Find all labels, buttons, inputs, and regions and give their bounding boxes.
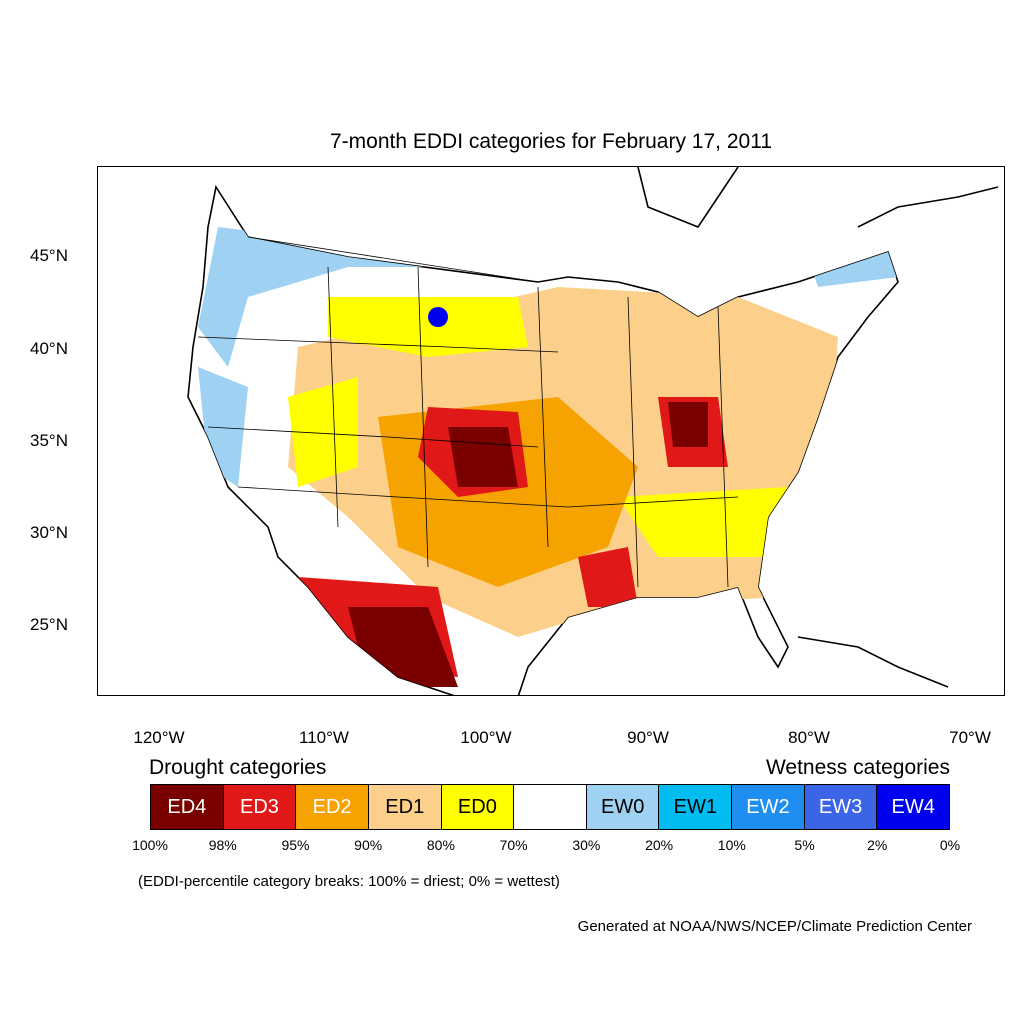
hudson-bay-coast	[637, 167, 739, 228]
ed4-region-midwest	[668, 402, 708, 447]
breaks-note: (EDDI-percentile category breaks: 100% =…	[138, 873, 560, 890]
ed4-region-plains	[448, 427, 518, 487]
ew0-region-northeast	[798, 207, 898, 287]
ed0-region-west	[288, 377, 358, 487]
state-borders	[197, 236, 739, 588]
lon-label-80: 80°W	[788, 728, 830, 747]
eddi-map	[187, 167, 999, 695]
category-patches	[198, 197, 898, 687]
percent-break-label: 30%	[572, 837, 601, 853]
percent-break-label: 5%	[794, 837, 815, 853]
lon-label-90: 90°W	[627, 728, 669, 747]
map-title: 7-month EDDI categories for February 17,…	[330, 130, 772, 153]
legend-swatch-normal	[514, 785, 587, 829]
percent-break-label: 20%	[645, 837, 674, 853]
ed0-region-southeast	[618, 487, 788, 557]
percent-break-label: 2%	[867, 837, 888, 853]
legend-swatch-ed4: ED4	[151, 785, 224, 829]
ed3-region-gulf	[578, 547, 638, 607]
caribbean-islands	[797, 636, 949, 688]
percent-break-label: 98%	[208, 837, 237, 853]
lat-label-45: 45°N	[30, 246, 68, 265]
percent-break-label: 100%	[132, 837, 168, 853]
ew4-spot	[428, 307, 448, 327]
percent-break-label: 90%	[354, 837, 383, 853]
percent-break-label: 70%	[499, 837, 528, 853]
lon-label-100: 100°W	[460, 728, 512, 747]
lon-label-70: 70°W	[949, 728, 991, 747]
ew2-region	[348, 212, 418, 252]
legend-swatch-ew3: EW3	[804, 785, 878, 829]
lat-label-40: 40°N	[30, 339, 68, 358]
legend-swatch-ew4: EW4	[877, 785, 950, 829]
legend-swatch-ed2: ED2	[296, 785, 369, 829]
lon-label-110: 110°W	[299, 728, 349, 747]
legend-swatch-ed1: ED1	[368, 785, 442, 829]
canada-east-coast	[857, 186, 999, 228]
lat-label-30: 30°N	[30, 523, 68, 542]
percent-break-label: 80%	[426, 837, 455, 853]
legend-swatch-ew0: EW0	[586, 785, 660, 829]
legend-swatch-ew2: EW2	[732, 785, 805, 829]
percent-break-label: 0%	[939, 837, 961, 853]
drought-heading: Drought categories	[149, 756, 327, 779]
ew1-region	[328, 197, 558, 262]
legend-bar: ED4 ED3 ED2 ED1 ED0 EW0 EW1 EW2 EW3 EW4	[150, 784, 950, 830]
percent-break-label: 95%	[281, 837, 310, 853]
legend-swatch-ew1: EW1	[659, 785, 733, 829]
lon-label-120: 120°W	[133, 728, 185, 747]
credit-line: Generated at NOAA/NWS/NCEP/Climate Predi…	[577, 918, 972, 935]
lat-label-35: 35°N	[30, 431, 68, 450]
legend-swatch-ed3: ED3	[223, 785, 297, 829]
map-panel	[97, 166, 1005, 696]
ew4-region	[358, 222, 398, 257]
wetness-heading: Wetness categories	[765, 756, 950, 779]
legend-swatch-ed0: ED0	[441, 785, 515, 829]
ed0-region-north	[328, 297, 528, 357]
percent-break-label: 10%	[717, 837, 746, 853]
lat-label-25: 25°N	[30, 615, 68, 634]
